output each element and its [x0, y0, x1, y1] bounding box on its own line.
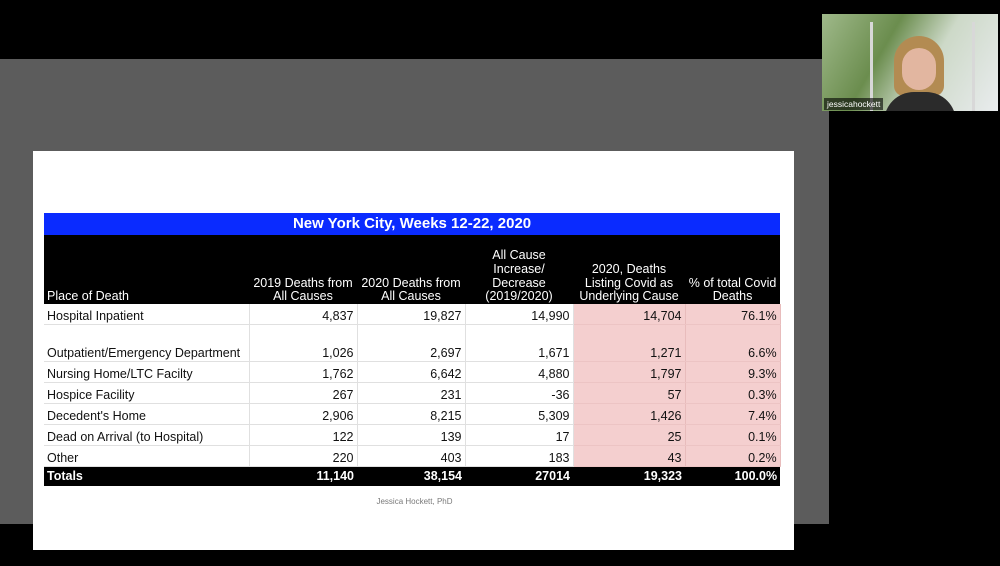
totals-cell: 100.0%: [685, 466, 781, 486]
table-title: New York City, Weeks 12-22, 2020: [44, 213, 781, 235]
table-cell: Hospice Facility: [44, 382, 250, 404]
table-cell: -36: [465, 382, 574, 404]
table-cell: Outpatient/Emergency Department: [44, 324, 250, 362]
table-cell: 2,906: [249, 403, 358, 425]
table-cell: 1,426: [573, 403, 686, 425]
deaths-table: New York City, Weeks 12-22, 2020 Place o…: [44, 213, 781, 486]
participant-name-label: jessicahockett: [824, 98, 884, 110]
table-cell: 25: [573, 424, 686, 446]
table-row: Hospice Facility 267 231 -36 57 0.3%: [44, 382, 781, 404]
participant-face: [902, 48, 936, 90]
table-cell: 6,642: [357, 361, 466, 383]
table-row: Nursing Home/LTC Facilty 1,762 6,642 4,8…: [44, 361, 781, 383]
table-cell: 403: [357, 445, 466, 467]
table-cell: 6.6%: [685, 324, 781, 362]
table-cell: 1,271: [573, 324, 686, 362]
totals-cell: 38,154: [357, 466, 465, 486]
table-cell: 1,671: [465, 324, 574, 362]
table-cell: 19,827: [357, 304, 466, 325]
table-row: Decedent's Home 2,906 8,215 5,309 1,426 …: [44, 403, 781, 425]
table-row: Other 220 403 183 43 0.2%: [44, 445, 781, 467]
table-cell: 43: [573, 445, 686, 467]
column-header: Place of Death: [44, 235, 249, 304]
table-cell: 4,880: [465, 361, 574, 383]
column-header: All Cause Increase/ Decrease (2019/2020): [465, 235, 573, 304]
table-cell: 0.2%: [685, 445, 781, 467]
table-cell: 267: [249, 382, 358, 404]
table-cell: 1,797: [573, 361, 686, 383]
totals-cell: 11,140: [249, 466, 357, 486]
table-row: Dead on Arrival (to Hospital) 122 139 17…: [44, 424, 781, 446]
totals-cell: 27014: [465, 466, 573, 486]
table-cell: 7.4%: [685, 403, 781, 425]
table-cell: 1,026: [249, 324, 358, 362]
table-row: Hospital Inpatient 4,837 19,827 14,990 1…: [44, 304, 781, 325]
table-cell: 2,697: [357, 324, 466, 362]
table-cell: 57: [573, 382, 686, 404]
table-header-row: Place of Death 2019 Deaths from All Caus…: [44, 235, 781, 304]
totals-cell: 19,323: [573, 466, 685, 486]
table-cell: 14,704: [573, 304, 686, 325]
column-header: 2020, Deaths Listing Covid as Underlying…: [573, 235, 685, 304]
table-row: Outpatient/Emergency Department 1,026 2,…: [44, 324, 781, 362]
totals-cell: Totals: [44, 466, 249, 486]
table-cell: 122: [249, 424, 358, 446]
table-cell: 0.1%: [685, 424, 781, 446]
table-cell: 17: [465, 424, 574, 446]
table-cell: 0.3%: [685, 382, 781, 404]
table-cell: Dead on Arrival (to Hospital): [44, 424, 250, 446]
table-cell: Nursing Home/LTC Facilty: [44, 361, 250, 383]
table-cell: 139: [357, 424, 466, 446]
window-frame: [870, 22, 873, 111]
table-title-row: New York City, Weeks 12-22, 2020: [44, 213, 781, 235]
table-cell: 4,837: [249, 304, 358, 325]
column-header: % of total Covid Deaths: [685, 235, 781, 304]
totals-row: Totals 11,140 38,154 27014 19,323 100.0%: [44, 466, 781, 486]
screen-share-frame: New York City, Weeks 12-22, 2020 Place o…: [0, 59, 829, 550]
table-cell: 8,215: [357, 403, 466, 425]
table-cell: 1,762: [249, 361, 358, 383]
slide-footer-credit: Jessica Hockett, PhD: [376, 497, 453, 506]
window-frame: [972, 22, 975, 111]
table-cell: Decedent's Home: [44, 403, 250, 425]
column-header: 2020 Deaths from All Causes: [357, 235, 465, 304]
table-cell: 5,309: [465, 403, 574, 425]
table-cell: Other: [44, 445, 250, 467]
column-header: 2019 Deaths from All Causes: [249, 235, 357, 304]
table-cell: 9.3%: [685, 361, 781, 383]
table-cell: 76.1%: [685, 304, 781, 325]
webcam-tile[interactable]: jessicahockett: [822, 14, 998, 111]
table-cell: 231: [357, 382, 466, 404]
presentation-slide: New York City, Weeks 12-22, 2020 Place o…: [33, 151, 794, 550]
participant-body: [884, 92, 956, 111]
table-cell: 183: [465, 445, 574, 467]
table-cell: Hospital Inpatient: [44, 304, 250, 325]
table-cell: 220: [249, 445, 358, 467]
table-cell: 14,990: [465, 304, 574, 325]
